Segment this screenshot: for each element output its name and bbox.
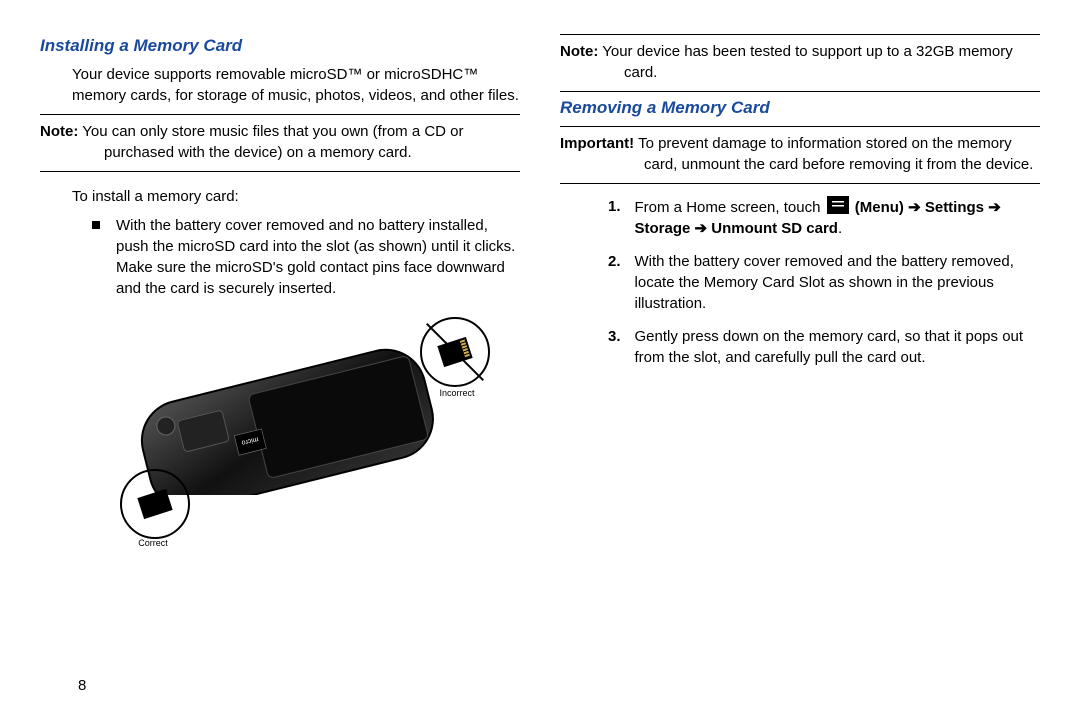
divider: [560, 126, 1040, 127]
step-number: 3.: [608, 326, 621, 368]
install-bullet-text: With the battery cover removed and no ba…: [116, 215, 520, 299]
bullet-square-icon: [92, 221, 100, 229]
step-1-text: From a Home screen, touch (Menu) ➔ Setti…: [635, 196, 1040, 239]
period: .: [838, 220, 842, 237]
important-label: Important!: [560, 135, 634, 152]
installing-intro-para: Your device supports removable microSD™ …: [72, 64, 520, 106]
remove-steps: 1. From a Home screen, touch (Menu) ➔ Se…: [608, 196, 1040, 368]
divider: [560, 91, 1040, 92]
divider: [40, 171, 520, 172]
important-text: To prevent damage to information stored …: [634, 135, 1033, 173]
incorrect-orientation-icon: [420, 317, 490, 387]
step-3-text: Gently press down on the memory card, so…: [635, 326, 1040, 368]
divider: [560, 34, 1040, 35]
step-2-text: With the battery cover removed and the b…: [635, 251, 1040, 314]
note-music-files: Note: You can only store music files tha…: [40, 121, 520, 163]
step-number: 2.: [608, 251, 621, 314]
menu-icon: [827, 196, 849, 214]
incorrect-label: Incorrect: [424, 387, 490, 400]
divider: [40, 114, 520, 115]
arrow-icon: ➔: [908, 199, 925, 216]
memory-card-illustration: micro Incorrect Correct: [80, 317, 520, 547]
heading-installing: Installing a Memory Card: [40, 34, 520, 58]
step-1-pre: From a Home screen, touch: [635, 199, 825, 216]
arrow-icon: ➔: [988, 199, 1001, 216]
important-unmount: Important! To prevent damage to informat…: [560, 133, 1040, 175]
correct-orientation-icon: [120, 469, 190, 539]
note-label: Note:: [560, 43, 598, 60]
storage-label: Storage: [635, 220, 691, 237]
settings-label: Settings: [925, 199, 984, 216]
note-text: Your device has been tested to support u…: [598, 43, 1012, 81]
arrow-icon: ➔: [695, 220, 712, 237]
menu-label: (Menu): [855, 199, 904, 216]
step-2: 2. With the battery cover removed and th…: [608, 251, 1040, 314]
heading-removing: Removing a Memory Card: [560, 96, 1040, 120]
step-1: 1. From a Home screen, touch (Menu) ➔ Se…: [608, 196, 1040, 239]
divider: [560, 183, 1040, 184]
step-3: 3. Gently press down on the memory card,…: [608, 326, 1040, 368]
install-intro: To install a memory card:: [72, 186, 520, 207]
unmount-label: Unmount SD card: [711, 220, 838, 237]
page-number: 8: [78, 675, 86, 696]
note-label: Note:: [40, 123, 78, 140]
note-32gb: Note: Your device has been tested to sup…: [560, 41, 1040, 83]
step-number: 1.: [608, 196, 621, 239]
install-bullet: With the battery cover removed and no ba…: [92, 215, 520, 299]
note-text: You can only store music files that you …: [78, 123, 463, 161]
correct-label: Correct: [120, 537, 186, 550]
